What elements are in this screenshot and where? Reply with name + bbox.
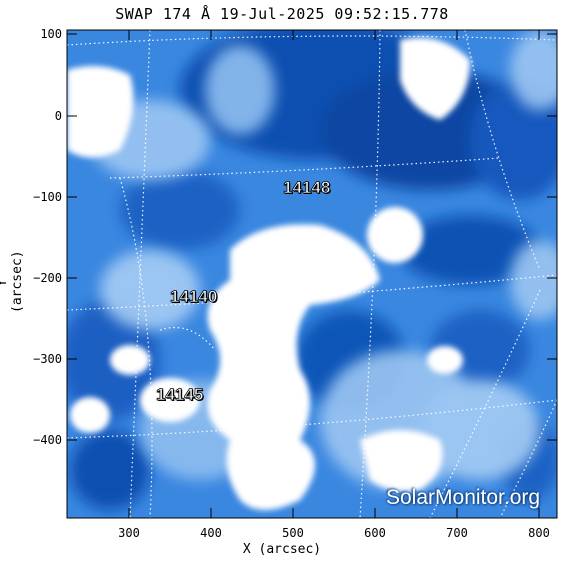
image-title: SWAP 174 Å 19-Jul-2025 09:52:15.778 (115, 5, 449, 23)
heliographic-grid (67, 30, 557, 518)
x-tick-label: 600 (364, 526, 386, 540)
y-tick-label: −100 (33, 190, 62, 204)
plot-frame (66, 29, 558, 519)
euv-image (67, 30, 557, 518)
y-tick-label: −400 (33, 433, 62, 447)
y-tick-label: −200 (33, 271, 62, 285)
x-tick-label: 500 (282, 526, 304, 540)
x-tick-label: 400 (200, 526, 222, 540)
x-tick-label: 700 (446, 526, 468, 540)
x-tick-label: 800 (528, 526, 550, 540)
y-axis-label: Y (arcsec) (0, 250, 25, 313)
active-region-label: 14148 (283, 178, 331, 198)
x-tick-label: 300 (118, 526, 140, 540)
y-tick-label: 100 (40, 27, 62, 41)
active-region-label: 14140 (170, 287, 218, 307)
y-tick-label: 0 (54, 109, 62, 123)
y-tick-label: −300 (33, 352, 62, 366)
x-axis-label: X (arcsec) (242, 542, 322, 557)
watermark: SolarMonitor.org (386, 486, 541, 509)
active-region-label: 14145 (156, 385, 204, 405)
